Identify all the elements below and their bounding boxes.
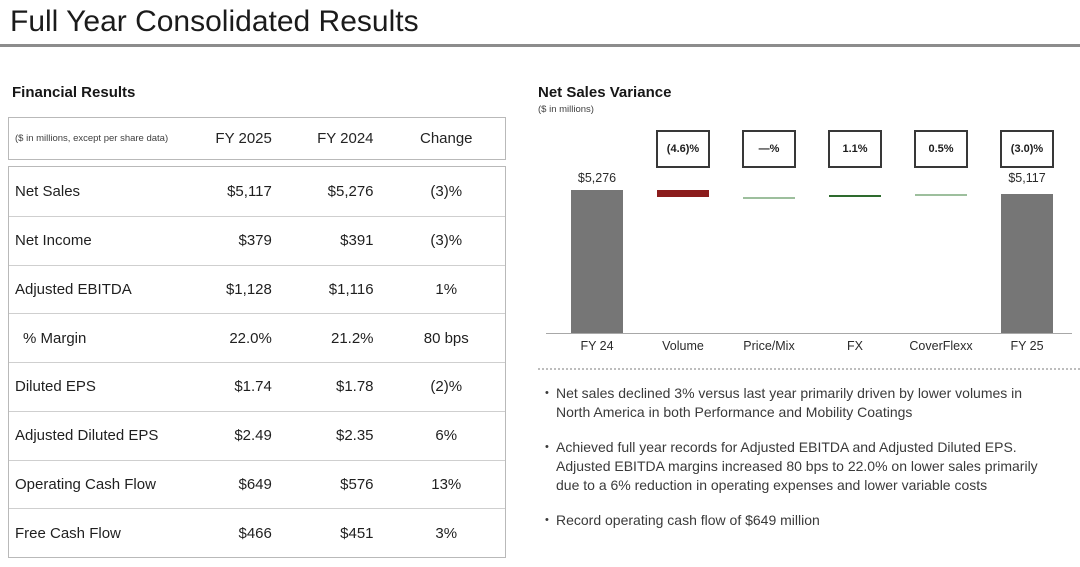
variance-unit-note: ($ in millions)	[538, 104, 594, 115]
chart-columns: $5,276 FY 24 (4.6)% Volume —%	[554, 128, 1070, 356]
column-header-change: Change	[419, 130, 473, 147]
row-label: % Margin	[23, 329, 87, 347]
category-label: Volume	[662, 339, 704, 353]
bullet-text: Net sales declined 3% versus last year p…	[556, 385, 1023, 420]
change-value: 1%	[435, 280, 458, 298]
chart-bar	[657, 190, 709, 197]
bullet-icon: •	[545, 514, 549, 526]
table-header-row: ($ in millions, except per share data) F…	[8, 117, 506, 160]
chart-bar	[829, 195, 881, 197]
bar-value-label: $5,117	[1008, 171, 1046, 185]
category-label: FX	[847, 339, 863, 353]
page-title: Full Year Consolidated Results	[10, 5, 419, 38]
bar-value-label: $5,276	[577, 171, 617, 185]
fy2024-value: $2.35	[335, 427, 374, 445]
chart-bar	[1001, 194, 1053, 333]
chart-bar	[571, 190, 623, 333]
chart-bar	[743, 196, 795, 199]
financial-results-heading: Financial Results	[12, 84, 136, 101]
chart-bar	[915, 194, 967, 197]
fy2024-value: $1.78	[335, 378, 374, 396]
fy2025-value: $1.74	[234, 378, 272, 396]
row-label: Diluted EPS	[15, 378, 96, 396]
category-label: FY 24	[580, 339, 614, 353]
table-row: Adjusted EBITDA $1,128 $1,116 1%	[9, 264, 505, 314]
table-row: Operating Cash Flow $649 $576 13%	[9, 459, 505, 509]
bullet-item: • Achieved full year records for Adjuste…	[538, 438, 1043, 495]
fy2024-value: 21.2%	[330, 329, 374, 347]
dotted-separator	[538, 368, 1080, 370]
table-unit-note: ($ in millions, except per share data)	[15, 133, 169, 144]
category-label: FY 25	[1010, 339, 1044, 353]
fy2024-value: $576	[340, 475, 374, 493]
fy2024-value: $1,116	[328, 280, 374, 298]
variance-chart-column: 1.1% FX	[812, 128, 898, 356]
variance-chart-column: 0.5% CoverFlexx	[898, 128, 984, 356]
column-header-fy2024: FY 2024	[317, 130, 374, 147]
fy2024-value: $451	[340, 524, 374, 542]
table-row: Diluted EPS $1.74 $1.78 (2)%	[9, 362, 505, 411]
variance-pct-box: —%	[742, 130, 796, 168]
variance-pct-box: 1.1%	[828, 130, 882, 168]
variance-chart-column: (3.0)% $5,117 FY 25	[984, 128, 1070, 356]
category-label: CoverFlexx	[909, 339, 973, 353]
bullet-text: Record operating cash flow of $649 milli…	[556, 512, 820, 528]
bullet-icon: •	[545, 387, 549, 399]
change-value: 80 bps	[423, 329, 469, 347]
change-value: (3)%	[430, 182, 463, 200]
fy2025-value: $649	[238, 475, 272, 493]
financial-results-panel: Financial Results ($ in millions, except…	[8, 84, 506, 558]
row-label: Free Cash Flow	[15, 524, 121, 542]
commentary-bullets: • Net sales declined 3% versus last year…	[538, 384, 1043, 546]
fy2025-value: $5,117	[227, 182, 272, 200]
table-row: Net Income $379 $391 (3)%	[9, 215, 505, 265]
bullet-item: • Net sales declined 3% versus last year…	[538, 384, 1043, 422]
variance-pct-box: (4.6)%	[656, 130, 710, 168]
row-label: Adjusted EBITDA	[15, 280, 132, 298]
fy2025-value: $1,128	[225, 280, 272, 298]
change-value: (2)%	[430, 378, 463, 396]
table-row: % Margin 22.0% 21.2% 80 bps	[9, 313, 505, 362]
variance-chart-title: Net Sales Variance	[538, 84, 672, 101]
net-sales-variance-panel: Net Sales Variance ($ in millions) $5,27…	[538, 84, 1080, 564]
category-label: Price/Mix	[743, 339, 795, 353]
table-row: Free Cash Flow $466 $451 3%	[9, 508, 505, 557]
financial-results-table: Net Sales $5,117 $5,276 (3)% Net Income …	[8, 166, 506, 558]
fy2024-value: $391	[340, 232, 374, 250]
change-value: 13%	[431, 475, 462, 493]
fy2025-value: $466	[238, 524, 272, 542]
change-value: (3)%	[430, 232, 463, 250]
variance-pct-box: (3.0)%	[1000, 130, 1054, 168]
variance-chart-column: —% Price/Mix	[726, 128, 812, 356]
row-label: Operating Cash Flow	[15, 475, 156, 493]
row-label: Net Income	[15, 232, 92, 250]
table-row: Net Sales $5,117 $5,276 (3)%	[9, 167, 505, 216]
variance-chart-column: $5,276 FY 24	[554, 128, 640, 356]
row-label: Adjusted Diluted EPS	[15, 427, 159, 445]
row-label: Net Sales	[15, 182, 81, 200]
title-divider	[0, 44, 1080, 47]
variance-pct-box: 0.5%	[914, 130, 968, 168]
change-value: 6%	[435, 427, 458, 445]
fy2025-value: $2.49	[234, 427, 272, 445]
column-header-fy2025: FY 2025	[215, 130, 272, 147]
fy2024-value: $5,276	[327, 182, 374, 200]
bullet-icon: •	[545, 441, 549, 453]
variance-chart-column: (4.6)% Volume	[640, 128, 726, 356]
bullet-item: • Record operating cash flow of $649 mil…	[538, 511, 1043, 530]
change-value: 3%	[435, 524, 458, 542]
fy2025-value: $379	[238, 232, 272, 250]
net-sales-variance-chart: $5,276 FY 24 (4.6)% Volume —%	[546, 128, 1072, 356]
table-row: Adjusted Diluted EPS $2.49 $2.35 6%	[9, 410, 505, 460]
bullet-text: Achieved full year records for Adjusted …	[556, 439, 1038, 493]
fy2025-value: 22.0%	[229, 329, 272, 347]
x-axis-line	[546, 333, 1072, 334]
